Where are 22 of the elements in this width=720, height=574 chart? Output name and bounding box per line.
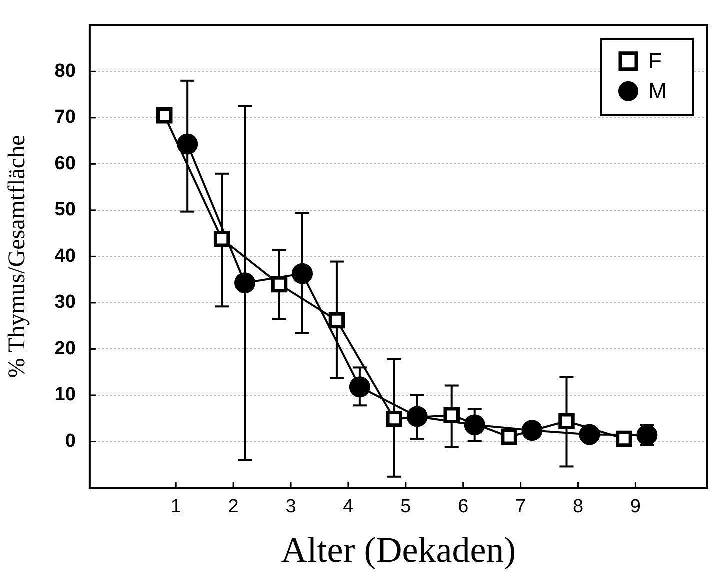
- x-tick-label: 7: [516, 496, 526, 518]
- y-tick-label: 0: [65, 430, 76, 452]
- y-tick-label: 70: [54, 107, 76, 128]
- y-tick-label: 50: [54, 200, 76, 221]
- x-axis-title: Alter (Dekaden): [281, 530, 516, 570]
- legend-label: M: [648, 78, 667, 104]
- x-tick-label: 8: [572, 496, 584, 518]
- legend-label: F: [648, 48, 662, 74]
- x-tick-label: 6: [458, 496, 469, 518]
- y-tick-label: 10: [54, 384, 76, 406]
- x-tick-label: 5: [400, 496, 412, 518]
- y-axis-title: % Thymus/Gesamtfläche: [4, 135, 31, 378]
- x-tick-label: 2: [228, 496, 239, 518]
- y-tick-label: 20: [54, 338, 76, 360]
- y-tick-label: 30: [54, 292, 76, 314]
- x-tick-label: 4: [343, 496, 354, 518]
- x-tick-label: 1: [170, 496, 182, 518]
- y-tick-label: 80: [54, 60, 76, 82]
- x-tick-label: 9: [630, 496, 641, 518]
- y-tick-label: 60: [54, 153, 76, 174]
- y-tick-label: 40: [54, 246, 76, 267]
- x-tick-label: 3: [286, 496, 296, 518]
